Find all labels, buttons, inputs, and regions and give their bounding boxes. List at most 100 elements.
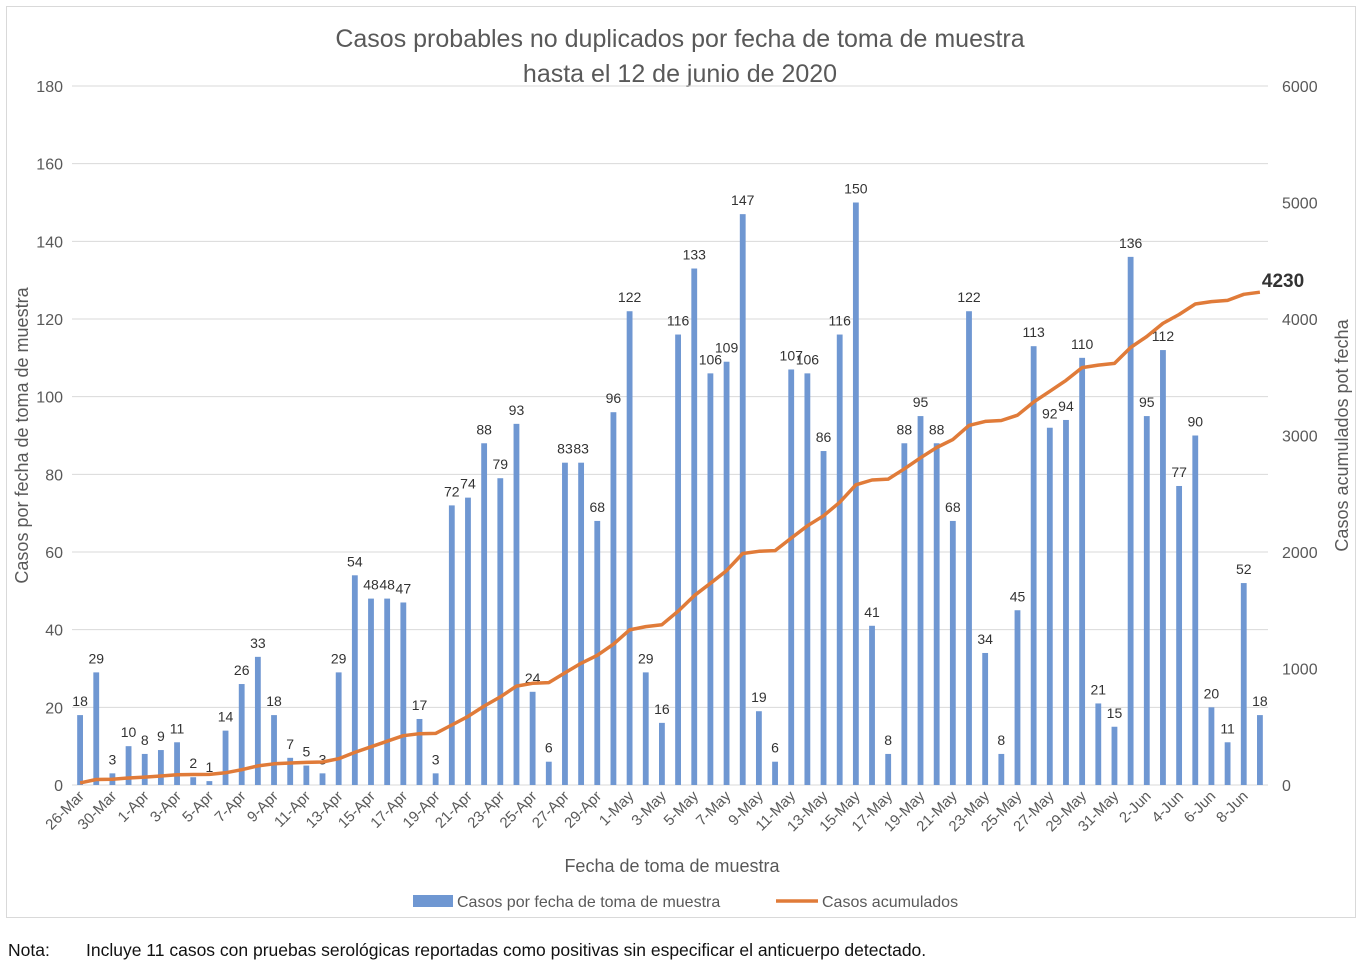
bar-data-label: 86 — [816, 429, 832, 445]
y-right-tick-label: 5000 — [1282, 196, 1318, 213]
y-left-tick-label: 160 — [36, 157, 63, 174]
bar — [982, 652, 989, 785]
bar — [739, 214, 746, 785]
bar-data-label: 11 — [170, 720, 185, 736]
y-right-tick-label: 1000 — [1282, 662, 1318, 679]
footnote-text: Incluye 11 casos con pruebas serológicas… — [86, 940, 927, 960]
bar-data-label: 52 — [1236, 561, 1252, 577]
bar-data-label: 9 — [157, 728, 165, 744]
x-tick-label: 4-Jun — [1148, 788, 1187, 827]
bar-data-label: 15 — [1107, 705, 1123, 721]
bar — [1224, 742, 1231, 785]
bar-data-label: 107 — [780, 347, 804, 363]
bar-data-label: 83 — [557, 441, 573, 457]
bar — [804, 373, 811, 785]
x-tick-label: 7-May — [693, 787, 735, 829]
cumulative-end-label: 4230 — [1262, 271, 1304, 292]
y-left-tick-label: 180 — [36, 79, 63, 96]
bar-data-label: 19 — [751, 689, 767, 705]
y-left-tick-label: 20 — [45, 700, 63, 717]
bar — [481, 443, 488, 785]
chart-frame — [6, 6, 1356, 918]
legend-label-bars: Casos por fecha de toma de muestra — [457, 894, 720, 911]
cumulative-line — [79, 290, 1261, 785]
bar — [545, 761, 552, 785]
y-left-axis-label: Casos por fecha de toma de muestra — [12, 286, 32, 583]
bar — [271, 715, 277, 785]
bar — [335, 672, 342, 785]
bar-data-label: 96 — [606, 390, 622, 406]
bar — [610, 412, 617, 785]
bar — [1176, 485, 1183, 785]
bar — [772, 761, 778, 785]
bar — [77, 715, 83, 785]
bar-data-label: 47 — [396, 580, 412, 596]
bar-data-label: 77 — [1171, 464, 1187, 480]
bar — [1208, 707, 1215, 785]
bar — [755, 711, 762, 785]
bar-data-label: 93 — [509, 402, 525, 418]
bar-data-label: 20 — [1204, 685, 1220, 701]
bar-data-label: 8 — [884, 732, 892, 748]
x-tick-label: 3-May — [628, 787, 670, 829]
bar — [351, 575, 358, 785]
x-tick-label: 29-Apr — [561, 788, 605, 832]
bar — [1240, 583, 1247, 785]
bar-data-label: 133 — [683, 247, 707, 263]
bar-data-label: 41 — [864, 604, 880, 620]
legend-label-line: Casos acumulados — [822, 894, 958, 911]
bar — [836, 334, 843, 785]
bar — [594, 520, 601, 785]
y-left-tick-label: 40 — [45, 623, 63, 640]
bar — [1160, 350, 1166, 785]
bar-data-label: 18 — [266, 693, 282, 709]
bar-data-label: 3 — [109, 751, 117, 767]
bar — [1192, 435, 1199, 785]
bar — [400, 602, 407, 785]
y-left-tick-label: 80 — [45, 467, 63, 484]
bar — [966, 311, 972, 785]
y-right-tick-label: 2000 — [1282, 545, 1318, 562]
bar-data-label: 92 — [1042, 406, 1058, 422]
x-tick-label: 6-Jun — [1181, 788, 1220, 827]
bar — [788, 369, 795, 785]
bar — [578, 462, 585, 785]
bar — [384, 598, 391, 785]
bar — [675, 334, 681, 785]
bar-data-label: 106 — [699, 351, 723, 367]
bar — [1014, 610, 1021, 785]
bar-data-label: 150 — [844, 181, 868, 197]
bar-data-label: 116 — [829, 313, 852, 329]
chart-subtitle: hasta el 12 de junio de 2020 — [523, 60, 837, 88]
bar-data-label: 122 — [957, 289, 981, 305]
bar-data-label: 68 — [945, 499, 961, 515]
x-tick-label: 1-May — [596, 787, 638, 829]
bar — [885, 753, 892, 785]
bar-data-label: 8 — [997, 732, 1005, 748]
bar — [254, 656, 261, 785]
bar-data-label: 21 — [1091, 681, 1107, 697]
bar — [1143, 416, 1150, 785]
y-right-tick-label: 3000 — [1282, 429, 1318, 446]
bar-data-label: 33 — [250, 635, 266, 651]
bar-data-label: 72 — [444, 483, 460, 499]
y-right-tick-label: 6000 — [1282, 79, 1318, 96]
bar-data-label: 2 — [189, 755, 197, 771]
bar — [465, 497, 471, 785]
bar — [497, 478, 504, 785]
bar — [869, 625, 875, 785]
bar — [1095, 703, 1102, 785]
bar — [287, 757, 294, 785]
bar-data-label: 95 — [1139, 394, 1155, 410]
bar — [949, 520, 956, 785]
bar — [238, 684, 245, 785]
bar — [917, 416, 924, 785]
bar-data-label: 48 — [379, 577, 395, 593]
bar — [206, 781, 213, 785]
bar — [1111, 726, 1118, 785]
bar-data-label: 7 — [286, 736, 294, 752]
bar — [626, 311, 633, 785]
bar-data-label: 74 — [460, 476, 476, 492]
bar — [448, 505, 455, 785]
x-tick-label: 5-May — [661, 787, 703, 829]
